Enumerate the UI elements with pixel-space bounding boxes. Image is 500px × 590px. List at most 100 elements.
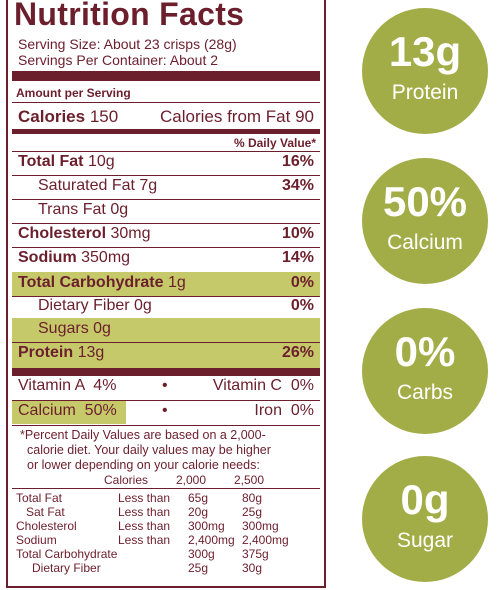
divider bbox=[12, 223, 320, 224]
dv-qualifier: Less than bbox=[118, 491, 171, 505]
footnote-line: or lower depending on your calorie needs… bbox=[27, 458, 260, 472]
protein-value: 13g bbox=[77, 344, 105, 361]
serving-size: Serving Size: About 23 crisps (28g) bbox=[18, 36, 237, 52]
dv-nutrient: Total Fat bbox=[16, 491, 63, 505]
sodium-dv: 14% bbox=[281, 249, 314, 266]
divider bbox=[12, 296, 320, 297]
dv-2000: 300g bbox=[188, 547, 215, 561]
dv-table-row: Total Fat Less than 65g 80g bbox=[16, 491, 262, 505]
badge-sugar: 0g Sugar bbox=[362, 456, 488, 582]
dv-2500: 25g bbox=[242, 505, 263, 519]
dv-nutrient: Total Carbohydrate bbox=[16, 547, 118, 561]
trans-fat-row: Trans Fat 0g bbox=[12, 201, 320, 223]
sodium-value: 350mg bbox=[81, 249, 131, 266]
dv-header-calories: Calories bbox=[104, 473, 149, 487]
dv-header-2000: 2,000 bbox=[176, 473, 207, 487]
dv-2000: 65g bbox=[188, 491, 209, 505]
dv-2000: 2,400mg bbox=[188, 533, 235, 547]
calories-from-fat: Calories from Fat 90 bbox=[160, 107, 314, 126]
vitamin-a: Vitamin A 4% bbox=[18, 377, 117, 394]
dv-2500: 80g bbox=[242, 491, 263, 505]
divider bbox=[12, 425, 320, 426]
cholesterol-value: 30mg bbox=[110, 225, 151, 242]
calories-label: Calories bbox=[18, 107, 86, 126]
fiber-dv: 0% bbox=[290, 297, 314, 314]
divider bbox=[12, 400, 320, 401]
calories-row: Calories 150 Calories from Fat 90 bbox=[12, 107, 320, 129]
cholesterol-label: Cholesterol bbox=[18, 225, 107, 242]
divider bbox=[12, 151, 320, 152]
badge-label: Carbs bbox=[396, 381, 454, 404]
amount-per-serving: Amount per Serving bbox=[16, 86, 131, 100]
sugar-protein-highlight bbox=[12, 318, 320, 368]
footnote-line: *Percent Daily Values are based on a 2,0… bbox=[20, 428, 266, 442]
cholesterol-row: Cholesterol 30mg 10% bbox=[12, 225, 320, 247]
daily-value-header: % Daily Value* bbox=[233, 136, 316, 150]
badge-label: Protein bbox=[391, 81, 459, 104]
trans-fat-label: Trans Fat 0g bbox=[38, 201, 129, 218]
protein-label: Protein bbox=[18, 344, 74, 361]
sodium-label: Sodium bbox=[18, 249, 77, 266]
label-title: Nutrition Facts bbox=[14, 0, 245, 32]
dv-qualifier: Less than bbox=[118, 533, 171, 547]
dv-table: Total Fat Less than 65g 80g Sat Fat Less… bbox=[16, 491, 289, 575]
iron: Iron 0% bbox=[254, 402, 314, 419]
badge-value: 0g bbox=[400, 476, 450, 523]
dv-2000: 25g bbox=[188, 561, 209, 575]
divider bbox=[12, 342, 320, 343]
dv-2000: 300mg bbox=[188, 519, 225, 533]
divider bbox=[12, 102, 320, 103]
dv-2000: 20g bbox=[188, 505, 209, 519]
thick-divider bbox=[12, 71, 320, 81]
dv-table-row: Sodium Less than 2,400mg 2,400mg bbox=[16, 533, 289, 547]
protein-dv: 26% bbox=[281, 344, 314, 361]
badge-value: 0% bbox=[394, 328, 456, 375]
vitamin-row-2: Calcium 50% • Iron 0% bbox=[12, 402, 320, 424]
badge-value: 13g bbox=[388, 28, 462, 75]
carb-highlight bbox=[12, 272, 320, 296]
badge-label: Calcium bbox=[387, 231, 463, 254]
badge-carbs: 0% Carbs bbox=[362, 308, 488, 434]
nutrition-label: Nutrition Facts Serving Size: About 23 c… bbox=[6, 0, 326, 588]
dv-qualifier: Less than bbox=[118, 505, 171, 519]
calories-value: 150 bbox=[89, 107, 119, 126]
dv-2500: 375g bbox=[242, 547, 269, 561]
total-fat-dv: 16% bbox=[281, 153, 314, 170]
badge-value: 50% bbox=[382, 178, 468, 225]
medium-divider bbox=[12, 129, 320, 134]
dv-2500: 300mg bbox=[242, 519, 279, 533]
calcium-highlight bbox=[12, 401, 126, 424]
dv-2500: 30g bbox=[242, 561, 263, 575]
sugars-row: Sugars 0g bbox=[12, 320, 320, 342]
dv-nutrient: Sat Fat bbox=[26, 505, 65, 519]
total-fat-row: Total Fat 10g 16% bbox=[12, 153, 320, 175]
servings-per-container: Servings Per Container: About 2 bbox=[18, 52, 219, 68]
bullet: • bbox=[162, 377, 168, 394]
total-fat-label: Total Fat bbox=[18, 153, 84, 170]
badge-calcium: 50% Calcium bbox=[362, 158, 488, 284]
bullet: • bbox=[162, 402, 168, 419]
fiber-label: Dietary Fiber 0g bbox=[38, 297, 152, 314]
dv-table-row: Sat Fat Less than 20g 25g bbox=[16, 505, 262, 519]
vitamin-row-1: Vitamin A 4% • Vitamin C 0% bbox=[12, 377, 320, 399]
sugars-label: Sugars 0g bbox=[38, 320, 111, 337]
footnote: *Percent Daily Values are based on a 2,0… bbox=[20, 428, 271, 473]
thick-divider bbox=[12, 368, 320, 376]
total-fat-value: 10g bbox=[87, 153, 115, 170]
badge-label: Sugar bbox=[396, 529, 454, 552]
footnote-line: calorie diet. Your daily values may be h… bbox=[27, 443, 271, 457]
dv-header-2500: 2,500 bbox=[234, 473, 265, 487]
dv-table-row: Cholesterol Less than 300mg 300mg bbox=[16, 519, 279, 533]
dv-table-row: Total Carbohydrate 300g 375g bbox=[16, 547, 269, 561]
fiber-row: Dietary Fiber 0g 0% bbox=[12, 297, 320, 319]
divider bbox=[12, 199, 320, 200]
vitamin-c: Vitamin C 0% bbox=[212, 377, 314, 394]
divider bbox=[12, 247, 320, 248]
dv-2500: 2,400mg bbox=[242, 533, 289, 547]
divider bbox=[12, 488, 320, 489]
saturated-fat-row: Saturated Fat 7g 34% bbox=[12, 177, 320, 199]
dv-qualifier: Less than bbox=[118, 519, 171, 533]
protein-row: Protein 13g 26% bbox=[12, 344, 320, 366]
saturated-fat-dv: 34% bbox=[281, 177, 314, 194]
total-carb-row: Total Carbohydrate 1g 0% bbox=[12, 274, 320, 296]
